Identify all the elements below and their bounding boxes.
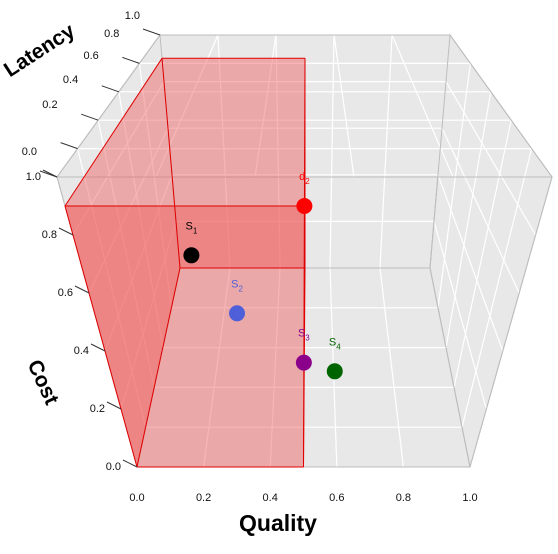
z-axis-title: Latency: [0, 19, 79, 82]
z-tick-mark: [81, 113, 99, 121]
region-edge: [303, 58, 306, 207]
grid-line: [217, 34, 231, 269]
region-face: [162, 58, 305, 268]
grid-line: [329, 34, 335, 269]
grid-line: [445, 81, 537, 236]
z-tick-label: 0.8: [104, 28, 119, 40]
grid-line: [441, 127, 520, 294]
grid-line: [445, 91, 492, 348]
cube-edge: [429, 34, 451, 269]
y-tick-label: 0.0: [106, 461, 121, 473]
grid-line: [437, 63, 471, 308]
region-face: [65, 206, 305, 467]
region-edge: [136, 267, 181, 468]
x-tick-label: 0.0: [129, 492, 144, 504]
z-tick-label: 0.6: [84, 50, 99, 62]
x-tick-label: 0.6: [329, 492, 344, 504]
y-tick-mark: [74, 285, 90, 294]
cube-edge: [449, 34, 553, 178]
x-axis-title: Quality: [239, 510, 317, 536]
y-tick-mark: [122, 459, 138, 468]
y-tick-label: 0.6: [58, 287, 73, 299]
grid-line: [437, 174, 504, 352]
cube-edge: [429, 267, 471, 468]
region-edge: [64, 58, 163, 207]
y-tick-label: 1.0: [26, 171, 41, 183]
grid-line: [97, 120, 155, 388]
grid-line: [138, 63, 172, 308]
z-tick-mark: [142, 28, 161, 36]
grid-line: [391, 34, 454, 178]
z-tick-mark: [60, 142, 78, 150]
grid-line: [269, 267, 281, 468]
grid-line: [433, 221, 487, 410]
y-tick-label: 0.2: [90, 403, 105, 415]
region-face: [65, 58, 180, 468]
x-tick-label: 1.0: [462, 492, 477, 504]
z-tick-mark: [39, 170, 58, 178]
grid-line: [275, 34, 281, 269]
z-tick-label: 0.4: [63, 74, 78, 86]
z-tick-mark: [101, 85, 119, 93]
y-axis-title: Cost: [23, 356, 64, 408]
z-tick-mark: [122, 56, 140, 64]
region-edge: [64, 205, 138, 468]
z-tick-label: 1.0: [125, 10, 140, 22]
cube-edge: [469, 176, 553, 468]
region-edge: [161, 58, 181, 269]
y-tick-label: 0.8: [42, 229, 57, 241]
data-point: [229, 305, 246, 322]
grid-line: [88, 127, 169, 294]
grid-line: [453, 120, 512, 388]
data-point: [296, 198, 313, 214]
z-tick-label: 0.0: [22, 146, 37, 158]
x-tick-label: 0.8: [396, 492, 411, 504]
grid-line: [379, 267, 404, 468]
grid-line: [104, 174, 173, 352]
grid-line: [461, 148, 533, 428]
grid-line: [77, 148, 147, 428]
y-tick-mark: [90, 343, 106, 352]
data-point: [326, 363, 343, 380]
grid-line: [333, 34, 355, 178]
x-tick-label: 0.2: [196, 492, 211, 504]
grid-line: [118, 91, 164, 348]
y-tick-label: 0.4: [74, 345, 89, 357]
data-point: [183, 247, 200, 264]
grid-line: [72, 81, 165, 236]
grid-line: [120, 221, 177, 410]
cube-edge: [56, 34, 161, 178]
data-point: [295, 354, 312, 371]
tick-labels: 0.0 0.2 0.4 0.6 0.8 1.0 0.0 0.2 0.4 0.6 0.8 1.0 0.0 0…: [22, 10, 478, 504]
grid-line: [203, 267, 231, 468]
grid-line: [379, 34, 393, 269]
y-tick-mark: [58, 227, 74, 236]
dominated-region: [64, 57, 306, 468]
point-label: d2: [299, 171, 310, 186]
y-tick-mark: [106, 401, 122, 410]
z-tick-label: 0.2: [42, 99, 57, 111]
x-tick-label: 0.4: [263, 492, 278, 504]
